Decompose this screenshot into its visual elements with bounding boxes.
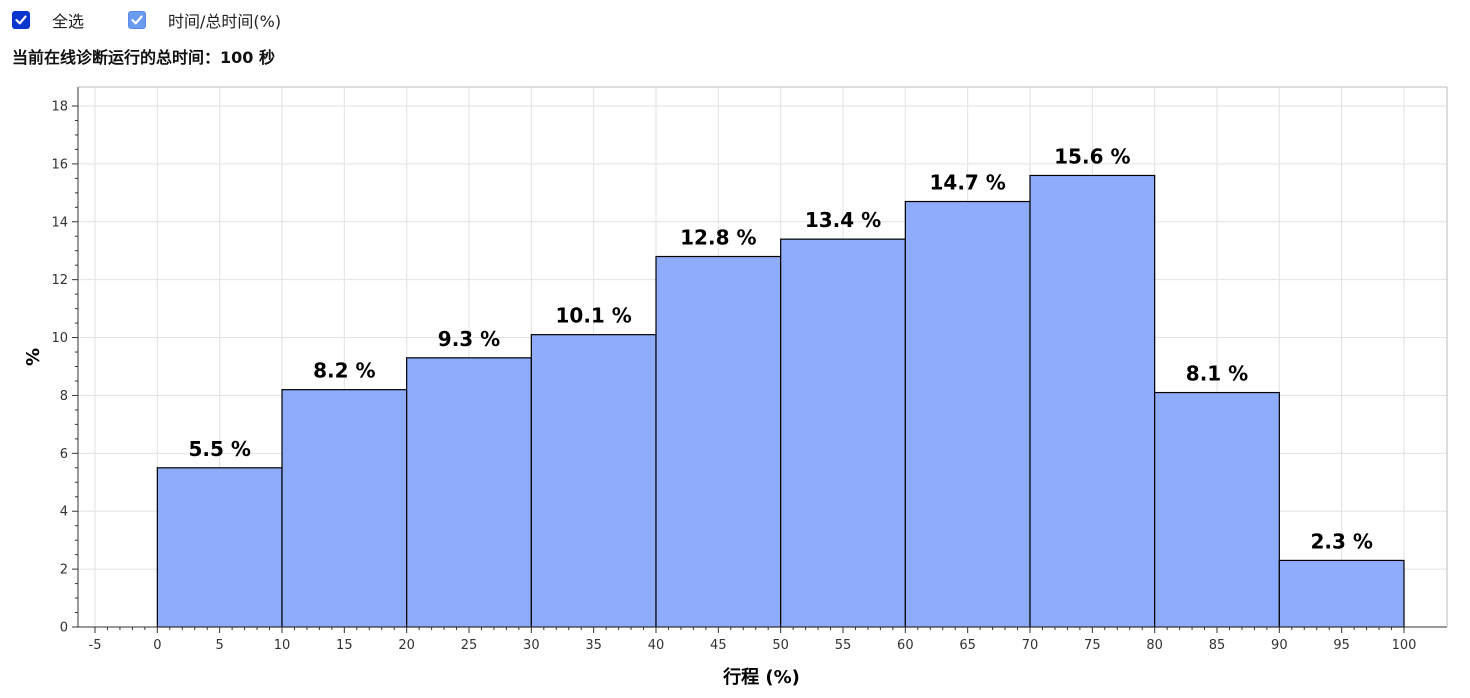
histogram-bar: [655, 255, 782, 628]
y-tick-label: 14: [51, 215, 68, 230]
checkbox-checked-icon[interactable]: [128, 11, 147, 29]
checkbox-checked-icon[interactable]: [12, 11, 30, 29]
data-label: 8.1 %: [1186, 362, 1248, 386]
y-tick-label: 12: [51, 273, 68, 288]
y-tick-label: 4: [60, 505, 68, 520]
x-tick-label: 100: [1392, 638, 1417, 653]
data-label: 12.8 %: [680, 226, 756, 250]
summary-text: 当前在线诊断运行的总时间：100 秒: [12, 48, 275, 67]
histogram-bar: [530, 334, 657, 628]
x-tick-label: -5: [89, 638, 102, 653]
y-tick-label: 0: [60, 621, 68, 636]
x-tick-label: 95: [1333, 638, 1350, 653]
x-tick-label: 85: [1209, 638, 1226, 653]
histogram-bar: [1278, 559, 1405, 628]
x-tick-label: 45: [710, 638, 727, 653]
histogram-bar: [904, 200, 1031, 628]
y-tick-label: 18: [51, 100, 68, 115]
x-tick-label: 10: [274, 638, 291, 653]
y-tick-label: 6: [60, 447, 68, 462]
x-tick-label: 20: [398, 638, 415, 653]
data-label: 5.5 %: [188, 437, 250, 461]
y-tick-label: 2: [60, 563, 68, 578]
x-tick-label: 55: [835, 638, 852, 653]
data-label: 8.2 %: [313, 359, 375, 383]
x-tick-label: 15: [336, 638, 353, 653]
data-label: 10.1 %: [555, 304, 631, 328]
histogram-bar: [1154, 391, 1280, 628]
histogram-bar: [281, 389, 408, 628]
y-axis-title: %: [23, 348, 44, 366]
y-tick-label: 16: [51, 157, 68, 172]
series-label: 时间/总时间(%): [168, 12, 282, 31]
x-tick-label: 30: [523, 638, 540, 653]
select-all-checkbox[interactable]: 全选: [12, 8, 84, 32]
x-tick-label: 25: [461, 638, 478, 653]
x-tick-label: 0: [153, 638, 161, 653]
data-label: 14.7 %: [929, 171, 1005, 195]
data-label: 15.6 %: [1054, 144, 1130, 168]
x-tick-label: 60: [897, 638, 914, 653]
x-tick-label: 65: [959, 638, 976, 653]
x-axis-title: 行程 (%): [722, 666, 800, 688]
x-tick-label: 75: [1084, 638, 1101, 653]
x-tick-label: 90: [1271, 638, 1288, 653]
histogram-bar: [780, 238, 906, 628]
histogram-bar: [1029, 174, 1156, 628]
x-tick-label: 5: [216, 638, 224, 653]
x-tick-label: 35: [585, 638, 602, 653]
data-label: 9.3 %: [438, 327, 500, 351]
data-label: 13.4 %: [805, 208, 881, 232]
x-tick-label: 70: [1022, 638, 1039, 653]
series-checkbox[interactable]: 时间/总时间(%): [128, 8, 281, 32]
data-label: 2.3 %: [1310, 529, 1372, 553]
histogram-bar: [156, 467, 283, 628]
x-tick-label: 40: [648, 638, 665, 653]
x-tick-label: 80: [1146, 638, 1163, 653]
toolbar: 全选 时间/总时间(%): [12, 8, 325, 32]
x-tick-label: 50: [772, 638, 789, 653]
histogram-bar: [406, 357, 532, 628]
y-tick-label: 8: [60, 389, 68, 404]
y-tick-label: 10: [51, 331, 68, 346]
select-all-label: 全选: [52, 12, 85, 31]
